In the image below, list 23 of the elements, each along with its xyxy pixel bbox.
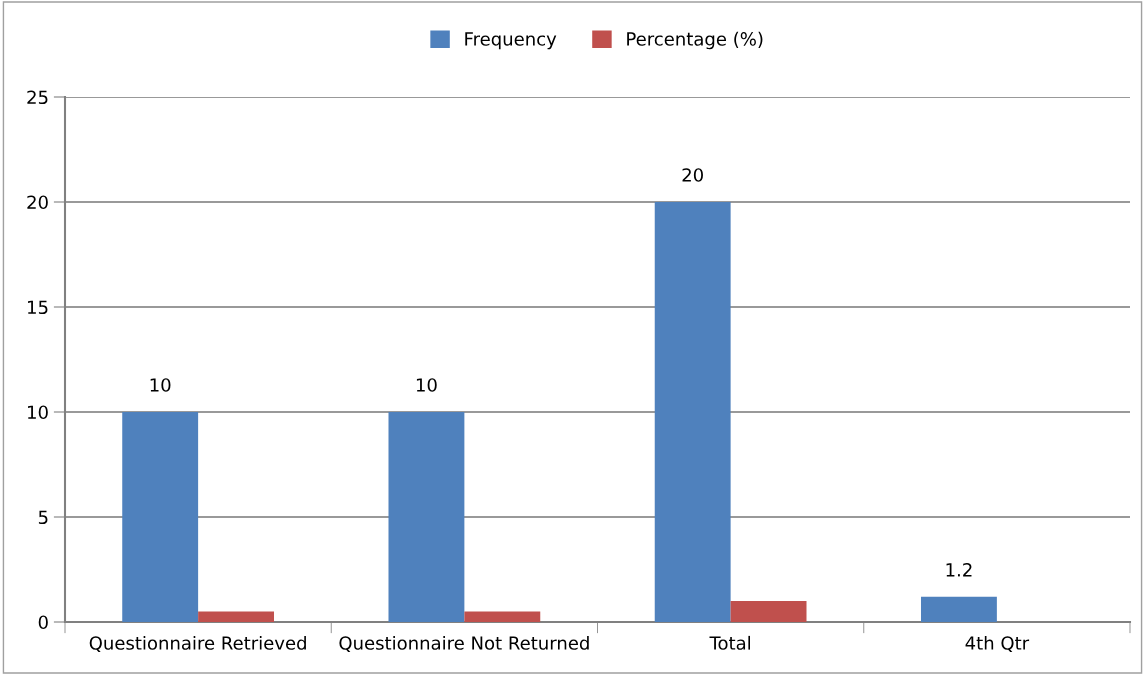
legend-label: Percentage (%) — [627, 31, 763, 50]
x-tick-label: Questionnaire Not Returned — [339, 635, 589, 652]
data-label: 20 — [682, 168, 703, 182]
legend-label: Frequency — [465, 32, 557, 50]
y-tick-label: 20 — [27, 195, 48, 210]
y-tick-label: 15 — [28, 300, 48, 315]
bar — [654, 202, 731, 622]
bar — [920, 596, 997, 622]
bar — [730, 601, 807, 622]
bar — [198, 611, 275, 622]
y-tick-label: 5 — [38, 510, 48, 525]
x-tick-label: Questionnaire Retrieved — [89, 635, 306, 652]
x-tick-label: 4th Qtr — [965, 635, 1030, 652]
data-label: 1.2 — [946, 562, 972, 577]
y-tick-label: 0 — [38, 615, 48, 630]
bar — [388, 412, 465, 622]
data-label: 10 — [150, 378, 171, 392]
data-label: 10 — [416, 378, 437, 392]
y-tick-label: 10 — [28, 405, 48, 420]
bar — [122, 412, 199, 622]
y-tick-label: 25 — [27, 90, 48, 105]
x-tick-label: Total — [709, 635, 751, 650]
bar — [464, 611, 541, 622]
